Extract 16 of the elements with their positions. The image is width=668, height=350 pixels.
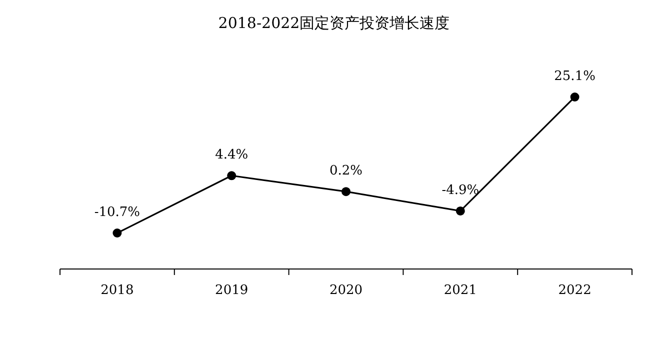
point [112, 228, 122, 238]
data-label: 0.2% [329, 164, 363, 179]
point [342, 187, 350, 196]
data-label: 25.1% [554, 69, 596, 84]
x-tick-label: 2019 [215, 283, 248, 298]
x-tick-label: 2020 [329, 283, 363, 298]
x-tick-label: 2021 [444, 283, 477, 298]
data-label: -4.9% [442, 182, 480, 198]
chart-title: 2018-2022固定资产投资增长速度 [218, 14, 450, 32]
x-tick-label: 2018 [100, 283, 134, 298]
point [570, 92, 580, 102]
x-tick-label: 2022 [558, 283, 592, 298]
point [456, 206, 465, 216]
point [227, 171, 236, 180]
data-label: -10.7% [94, 205, 140, 220]
data-label: 4.4% [215, 148, 248, 163]
